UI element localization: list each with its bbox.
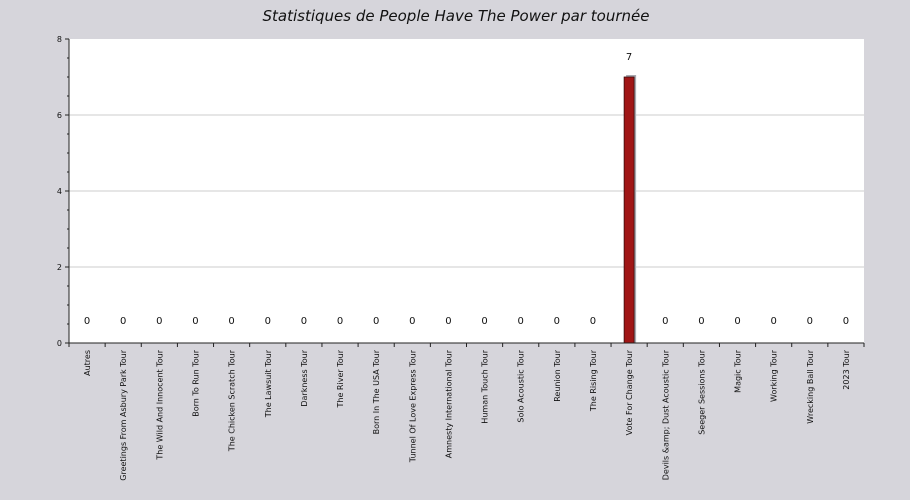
value-label: 0	[445, 316, 451, 327]
value-label: 0	[698, 316, 704, 327]
grid-lines	[69, 114, 864, 268]
value-label: 0	[662, 316, 668, 327]
value-label: 7	[626, 52, 632, 63]
value-label: 0	[409, 316, 415, 327]
value-label: 0	[770, 316, 776, 327]
value-label: 0	[120, 316, 126, 327]
y-tick-label: 8	[57, 35, 62, 44]
y-tick-label: 6	[57, 111, 62, 120]
bars	[623, 75, 637, 344]
x-category-label: Devils &amp; Dust Acoustic Tour	[661, 349, 670, 480]
value-label: 0	[481, 316, 487, 327]
value-label: 0	[156, 316, 162, 327]
value-label: 0	[518, 316, 524, 327]
value-label: 0	[337, 316, 343, 327]
value-label: 0	[373, 316, 379, 327]
value-label: 0	[192, 316, 198, 327]
value-label: 0	[84, 316, 90, 327]
y-tick-label: 0	[57, 339, 62, 348]
value-label: 0	[554, 316, 560, 327]
bar	[623, 76, 635, 344]
y-tick-label: 2	[57, 263, 62, 272]
value-label: 0	[228, 316, 234, 327]
value-label: 0	[301, 316, 307, 327]
value-label: 0	[807, 316, 813, 327]
y-axis-ticks: 0 2 4 6 8	[57, 35, 69, 348]
x-category-label: Darkness Tour	[300, 349, 309, 406]
x-category-label: Magic Tour	[734, 349, 743, 393]
x-category-label: Greetings From Asbury Park Tour	[119, 349, 128, 480]
x-category-label: 2023 Tour	[842, 349, 851, 389]
x-category-label: Born To Run Tour	[191, 349, 200, 416]
x-category-label: Human Touch Tour	[481, 349, 490, 423]
value-label: 0	[734, 316, 740, 327]
x-category-label: The Chicken Scratch Tour	[228, 349, 237, 452]
x-category-label: Vote For Change Tour	[625, 349, 634, 435]
x-axis-labels: Autres Greetings From Asbury Park Tour The…	[83, 349, 851, 480]
value-label: 0	[590, 316, 596, 327]
x-category-label: The Wild And Innocent Tour	[155, 349, 164, 460]
x-category-label: Working Tour	[770, 349, 779, 402]
chart-title: Statistiques de People Have The Power pa…	[262, 7, 649, 25]
x-category-label: The Rising Tour	[589, 349, 598, 412]
x-category-label: Seeger Sessions Tour	[697, 349, 706, 434]
x-category-label: Wrecking Ball Tour	[806, 349, 815, 423]
value-labels: 0 0 0 0 0 0 0 0 0 0 0 0 0 0 0 7 0 0 0 0 0 0	[84, 52, 849, 327]
value-label: 0	[843, 316, 849, 327]
x-category-label: Reunion Tour	[553, 349, 562, 401]
x-category-label: Amnesty International Tour	[444, 349, 453, 458]
y-tick-label: 4	[57, 187, 62, 196]
x-category-label: The River Tour	[336, 349, 345, 408]
x-category-label: Solo Acoustic Tour	[517, 349, 526, 422]
value-label: 0	[265, 316, 271, 327]
x-category-label: Born In The USA Tour	[372, 349, 381, 434]
x-category-label: Tunnel Of Love Express Tour	[408, 349, 417, 463]
x-category-label: The Lawsuit Tour	[264, 349, 273, 418]
x-category-label: Autres	[83, 350, 92, 376]
